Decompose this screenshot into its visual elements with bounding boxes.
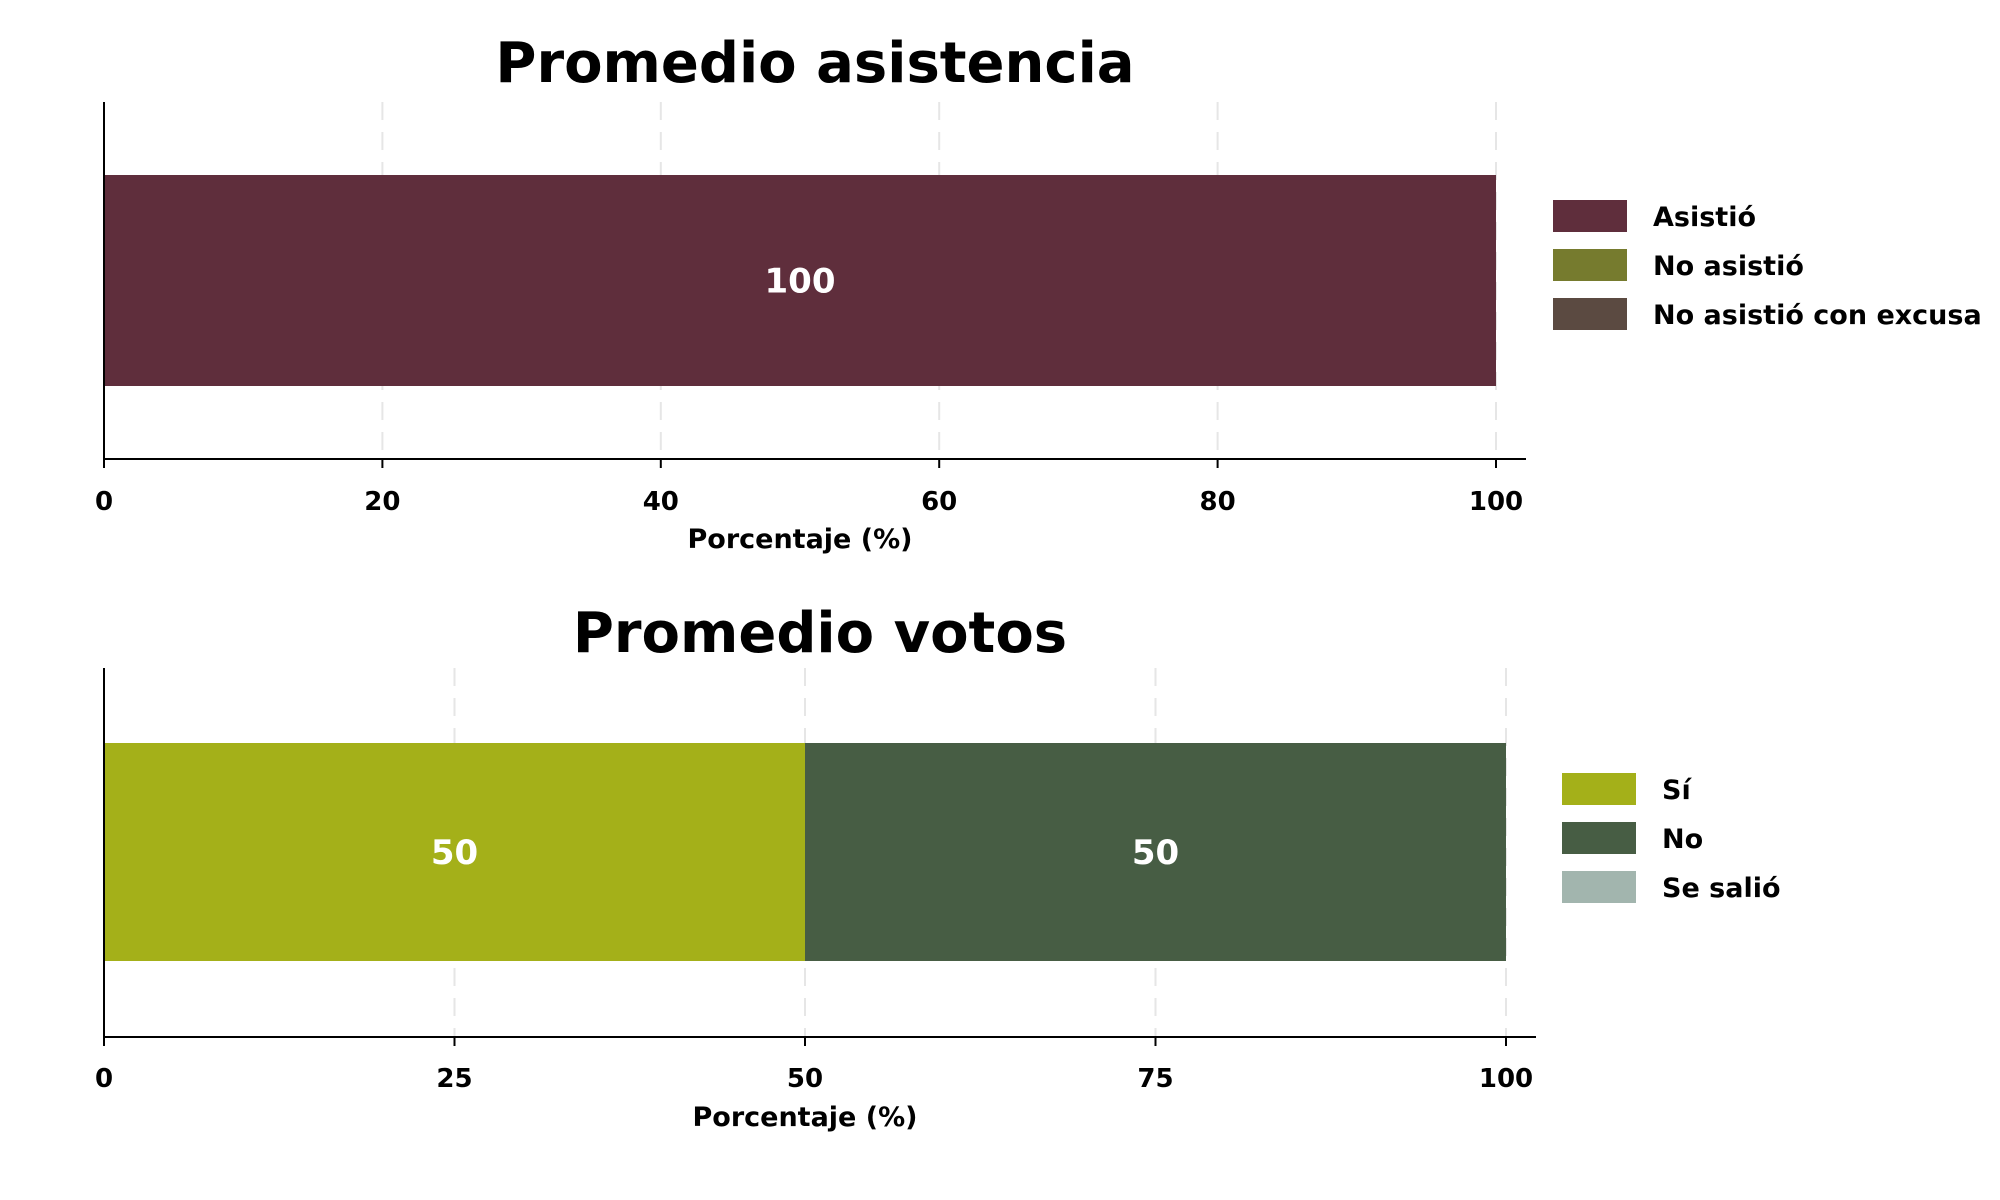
legend-label: Sí bbox=[1662, 775, 1692, 806]
bar-no bbox=[805, 743, 1506, 961]
x-tick-label: 20 bbox=[364, 487, 400, 517]
legend-label: Se salió bbox=[1662, 873, 1781, 904]
bar-asistió bbox=[104, 175, 1496, 386]
legend-swatch bbox=[1553, 200, 1627, 232]
legend: Asistió No asistió No asistió con excusa bbox=[1553, 200, 1982, 331]
legend-swatch bbox=[1562, 871, 1636, 903]
x-tick-label: 0 bbox=[95, 487, 113, 517]
x-tick-label: 25 bbox=[436, 1064, 472, 1094]
x-tick-label: 0 bbox=[95, 1064, 113, 1094]
x-axis-label: Porcentaje (%) bbox=[692, 1102, 917, 1133]
legend-label: Asistió bbox=[1653, 202, 1756, 233]
x-tick-label: 40 bbox=[643, 487, 679, 517]
bar-value-label: 100 bbox=[765, 262, 836, 302]
legend-swatch bbox=[1553, 298, 1627, 330]
x-tick-label: 80 bbox=[1200, 487, 1236, 517]
legend-label: No asistió bbox=[1653, 251, 1804, 282]
legend-swatch bbox=[1562, 773, 1636, 805]
chart-1: Promedio asistencia 100 0 20 40 60 80 100 Porcen… bbox=[95, 31, 1982, 555]
legend: Sí No Se salió bbox=[1562, 773, 1781, 904]
chart-title: Promedio asistencia bbox=[495, 31, 1134, 96]
x-axis-label: Porcentaje (%) bbox=[687, 524, 912, 555]
bar-sí bbox=[104, 743, 805, 961]
legend-swatch bbox=[1553, 249, 1627, 281]
legend-swatch bbox=[1562, 822, 1636, 854]
x-tick-label: 75 bbox=[1137, 1064, 1173, 1094]
x-tick-label: 50 bbox=[787, 1064, 823, 1094]
bar-value-label: 50 bbox=[1132, 833, 1179, 873]
legend-label: No asistió con excusa bbox=[1653, 300, 1982, 331]
legend-label: No bbox=[1662, 824, 1703, 855]
bar-value-label: 50 bbox=[431, 833, 478, 873]
chart-title: Promedio votos bbox=[573, 601, 1067, 666]
chart-2: Promedio votos 50 50 0 25 50 75 100 Porcentaje (… bbox=[95, 601, 1781, 1133]
x-tick-label: 100 bbox=[1479, 1064, 1533, 1094]
x-tick-label: 100 bbox=[1469, 487, 1523, 517]
x-tick-label: 60 bbox=[921, 487, 957, 517]
